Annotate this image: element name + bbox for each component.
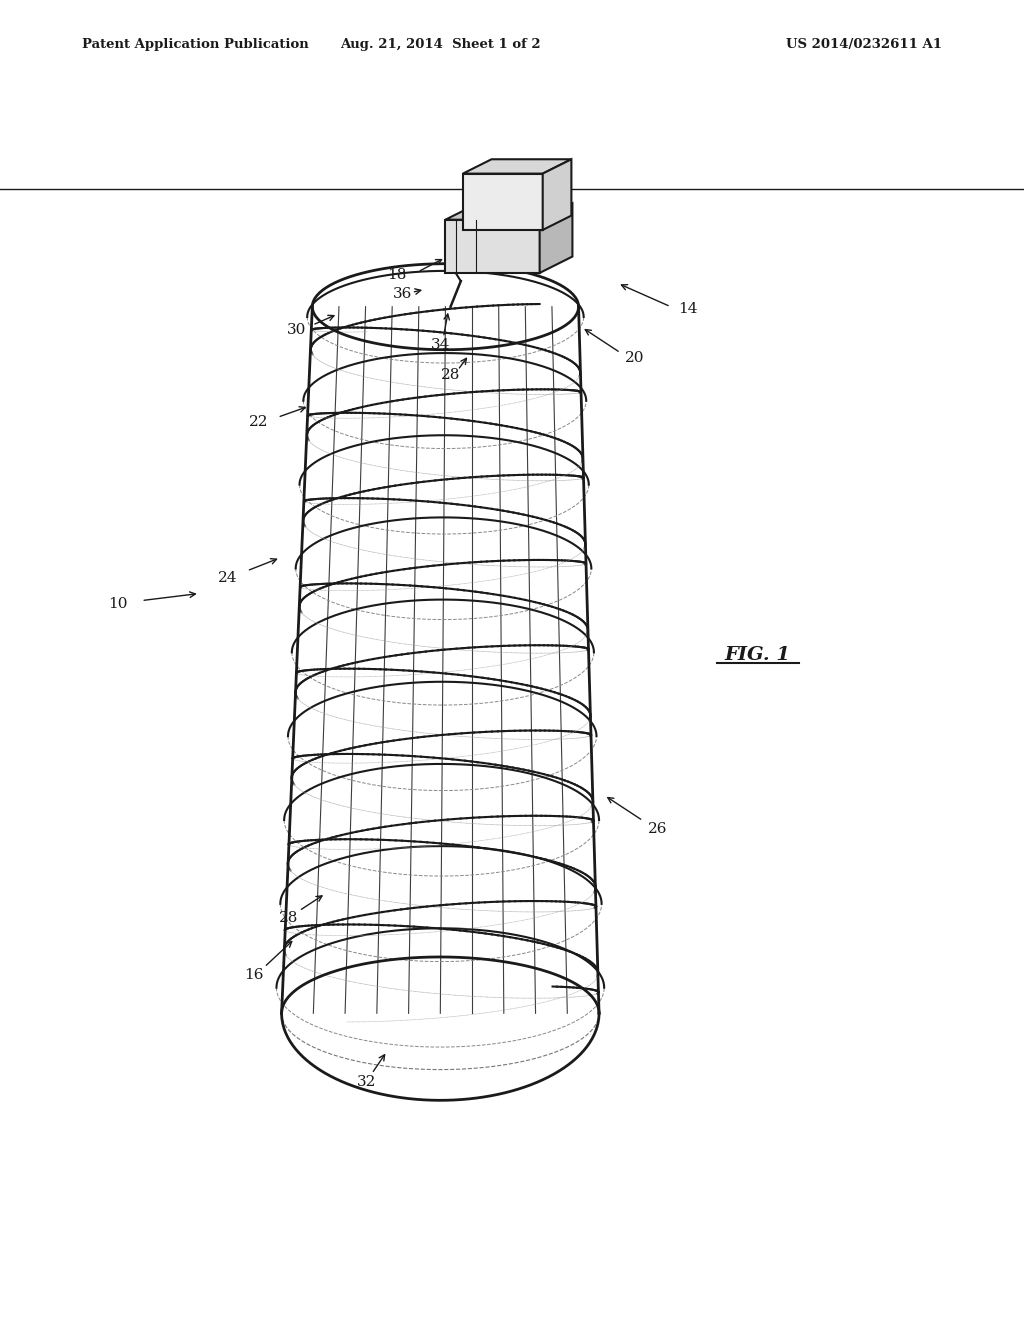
Polygon shape bbox=[445, 219, 540, 273]
Text: 28: 28 bbox=[441, 368, 460, 383]
Text: 22: 22 bbox=[249, 416, 269, 429]
Text: 10: 10 bbox=[108, 597, 128, 611]
Text: 26: 26 bbox=[647, 822, 668, 836]
Text: 36: 36 bbox=[393, 288, 412, 301]
Text: 32: 32 bbox=[357, 1074, 376, 1089]
Text: FIG. 1: FIG. 1 bbox=[725, 645, 791, 664]
Text: 16: 16 bbox=[244, 969, 264, 982]
Text: 24: 24 bbox=[217, 572, 238, 585]
Polygon shape bbox=[543, 160, 571, 230]
Polygon shape bbox=[463, 174, 543, 230]
Polygon shape bbox=[463, 160, 571, 174]
Text: 34: 34 bbox=[431, 338, 450, 351]
Text: 20: 20 bbox=[625, 351, 645, 364]
Text: Aug. 21, 2014  Sheet 1 of 2: Aug. 21, 2014 Sheet 1 of 2 bbox=[340, 38, 541, 51]
Text: 14: 14 bbox=[678, 302, 698, 315]
Text: US 2014/0232611 A1: US 2014/0232611 A1 bbox=[786, 38, 942, 51]
Text: 30: 30 bbox=[288, 323, 306, 338]
Polygon shape bbox=[445, 203, 572, 219]
Text: 28: 28 bbox=[280, 911, 298, 925]
Text: 18: 18 bbox=[388, 268, 407, 282]
Text: Patent Application Publication: Patent Application Publication bbox=[82, 38, 308, 51]
Polygon shape bbox=[540, 203, 572, 273]
Text: 12: 12 bbox=[512, 224, 532, 239]
